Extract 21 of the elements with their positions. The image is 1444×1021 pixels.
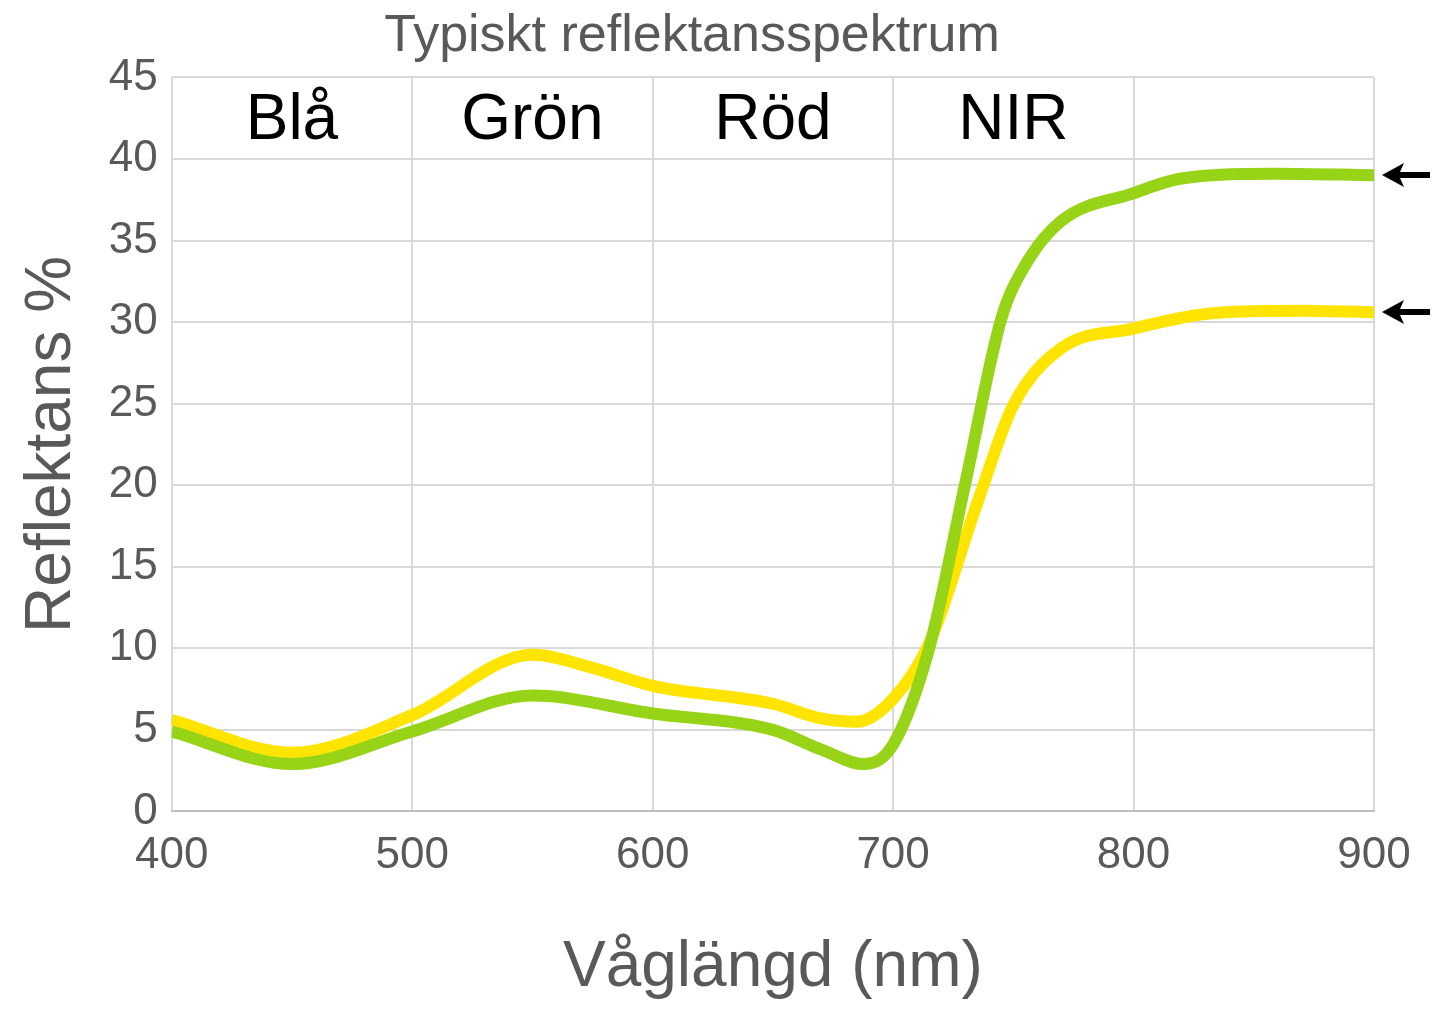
- y-tick-label: 15: [108, 538, 158, 588]
- y-axis-title: Reflektans %: [12, 255, 85, 633]
- x-tick-label: 700: [856, 827, 930, 877]
- y-tick-label: 20: [108, 457, 158, 507]
- y-tick-label: 5: [133, 701, 158, 751]
- annotation: Röd: [714, 81, 832, 154]
- x-axis-title: Våglängd (nm): [562, 928, 983, 1001]
- annotation: Grön: [461, 81, 604, 154]
- x-tick-label: 600: [615, 827, 690, 877]
- y-tick-label: 35: [108, 212, 158, 262]
- chart-title: Typiskt reflektansspektrum: [384, 3, 1000, 62]
- y-tick-label: 10: [108, 620, 158, 670]
- annotation: NIR: [958, 81, 1069, 154]
- y-tick-label: 30: [108, 294, 158, 344]
- x-tick-label: 800: [1096, 827, 1171, 877]
- y-tick-label: 25: [108, 375, 158, 425]
- y-tick-label: 40: [108, 131, 158, 181]
- x-tick-label: 900: [1337, 827, 1411, 877]
- x-tick-label: 500: [375, 827, 449, 877]
- annotation: Blå: [245, 81, 339, 154]
- y-tick-label: 45: [108, 49, 158, 99]
